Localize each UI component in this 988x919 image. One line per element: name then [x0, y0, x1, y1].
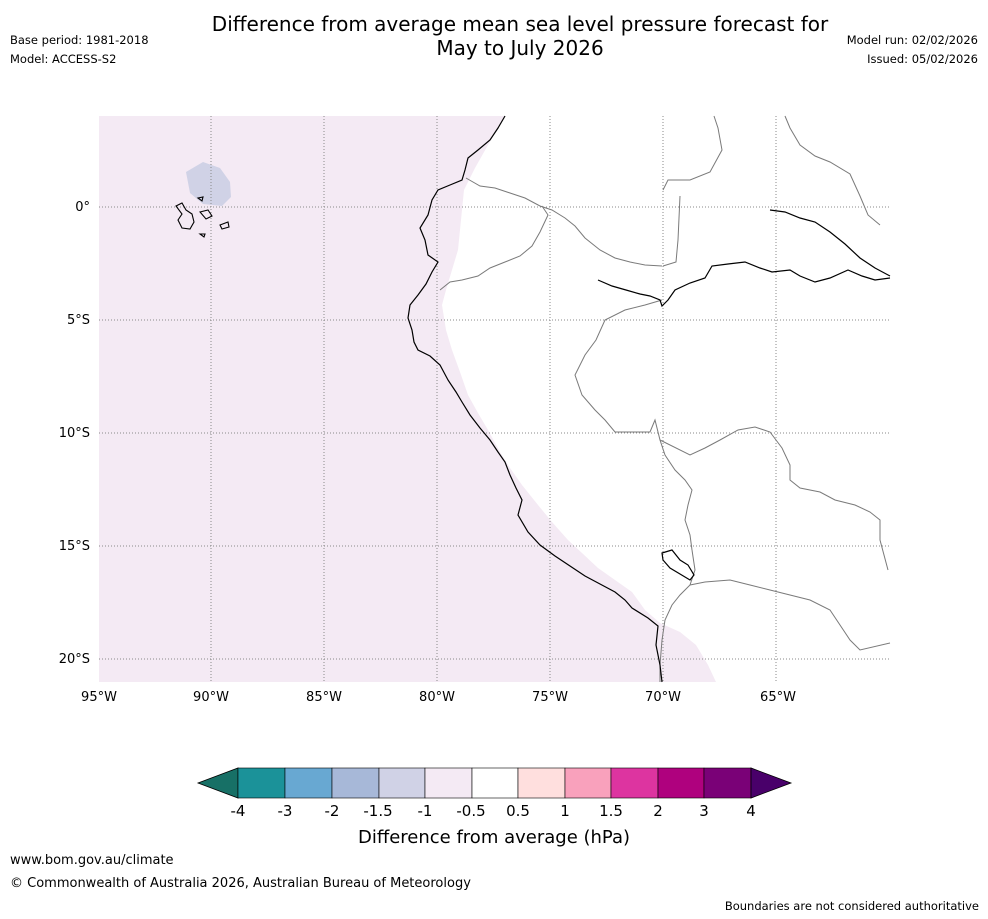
river-amazon: [597, 261, 891, 308]
lat-label-5s: 5°S: [67, 313, 90, 328]
lon-label-70w: 70°W: [645, 690, 681, 705]
lat-label-15s: 15°S: [59, 539, 90, 554]
colorbar-title: Difference from average (hPa): [358, 827, 630, 848]
colorbar-tick: 1.5: [599, 802, 623, 820]
colorbar-tick: 3: [699, 802, 709, 820]
colorbar: [196, 767, 793, 799]
border-venezuela-guyana: [784, 115, 881, 226]
colorbar-tick: 4: [746, 802, 756, 820]
lon-label-90w: 90°W: [193, 690, 229, 705]
island-marchena: [196, 196, 204, 202]
colorbar-segment: [657, 767, 705, 799]
border-peru-brazil: [574, 299, 693, 551]
colorbar-segment: [237, 767, 286, 799]
anomaly-patch-galapagos: [186, 162, 231, 206]
coast-pacific: [407, 115, 663, 683]
colorbar-tick: -1: [418, 802, 433, 820]
footer-disclaimer: Boundaries are not considered authoritat…: [724, 899, 979, 913]
colorbar-tick: -2: [325, 802, 340, 820]
footer-url: www.bom.gov.au/climate: [10, 853, 174, 868]
colorbar-tick: 0.5: [506, 802, 530, 820]
latitude-labels: 0° 5°S 10°S 15°S 20°S: [59, 200, 90, 667]
colorbar-tick: -3: [278, 802, 293, 820]
river-amazon-north: [769, 209, 891, 277]
longitude-labels: 95°W 90°W 85°W 80°W 75°W 70°W 65°W: [81, 690, 796, 705]
land-area: [442, 116, 890, 682]
galapagos-islands: [175, 196, 230, 238]
colorbar-segment: [610, 767, 659, 799]
meta-right: Model run: 02/02/2026 Issued: 05/02/2026: [847, 33, 978, 71]
chart-title: Difference from average mean sea level p…: [160, 12, 880, 60]
colorbar-segment: [564, 767, 612, 799]
border-colombia-venezuela: [662, 115, 723, 191]
model-run: Model run: 02/02/2026: [846, 33, 978, 47]
lon-label-65w: 65°W: [760, 690, 796, 705]
border-brazil-colombia: [662, 195, 681, 267]
colorbar-tick: -0.5: [456, 802, 485, 820]
colorbar-tick: -4: [231, 802, 246, 820]
border-argentina-bolivia: [689, 579, 891, 651]
lat-label-10s: 10°S: [59, 426, 90, 441]
lon-label-85w: 85°W: [306, 690, 342, 705]
border-colombia-ecuador: [465, 177, 663, 267]
lon-label-80w: 80°W: [419, 690, 455, 705]
footer-copyright: © Commonwealth of Australia 2026, Austra…: [10, 876, 471, 891]
island-floreana: [198, 233, 206, 238]
coastlines: [407, 115, 891, 683]
colorbar-segment: [517, 767, 566, 799]
border-ecuador-peru: [439, 205, 549, 291]
colorbar-segment: [424, 767, 473, 799]
colorbar-tick: 2: [653, 802, 663, 820]
colorbar-tick: 1: [560, 802, 570, 820]
lat-label-20s: 20°S: [59, 652, 90, 667]
lake-titicaca: [661, 549, 695, 581]
base-period: Base period: 1981-2018: [10, 33, 149, 47]
colorbar-tick-labels: -4 -3 -2 -1.5 -1 -0.5 0.5 1 1.5 2 3 4: [231, 802, 756, 820]
border-bolivia-brazil: [659, 426, 889, 571]
lat-label-0: 0°: [75, 200, 90, 215]
lon-label-75w: 75°W: [532, 690, 568, 705]
title-line-1: Difference from average mean sea level p…: [211, 12, 829, 36]
colorbar-segment: [378, 767, 426, 799]
gridlines: [99, 116, 890, 682]
colorbar-extend-high: [750, 767, 793, 799]
island-isabela: [175, 202, 195, 230]
colorbar-segment: [331, 767, 380, 799]
colorbar-segment: [471, 767, 519, 799]
title-line-2: May to July 2026: [436, 36, 604, 60]
meta-left: Base period: 1981-2018 Model: ACCESS-S2: [10, 33, 149, 71]
colorbar-segment: [284, 767, 333, 799]
colorbar-extend-low: [196, 767, 239, 799]
island-san-cristobal: [219, 221, 230, 230]
colorbar-tick: -1.5: [363, 802, 392, 820]
island-santiago: [199, 209, 213, 220]
issued-date: Issued: 05/02/2026: [867, 52, 978, 66]
colorbar-segment: [703, 767, 752, 799]
lon-label-95w: 95°W: [81, 690, 117, 705]
model-name: Model: ACCESS-S2: [10, 52, 117, 66]
